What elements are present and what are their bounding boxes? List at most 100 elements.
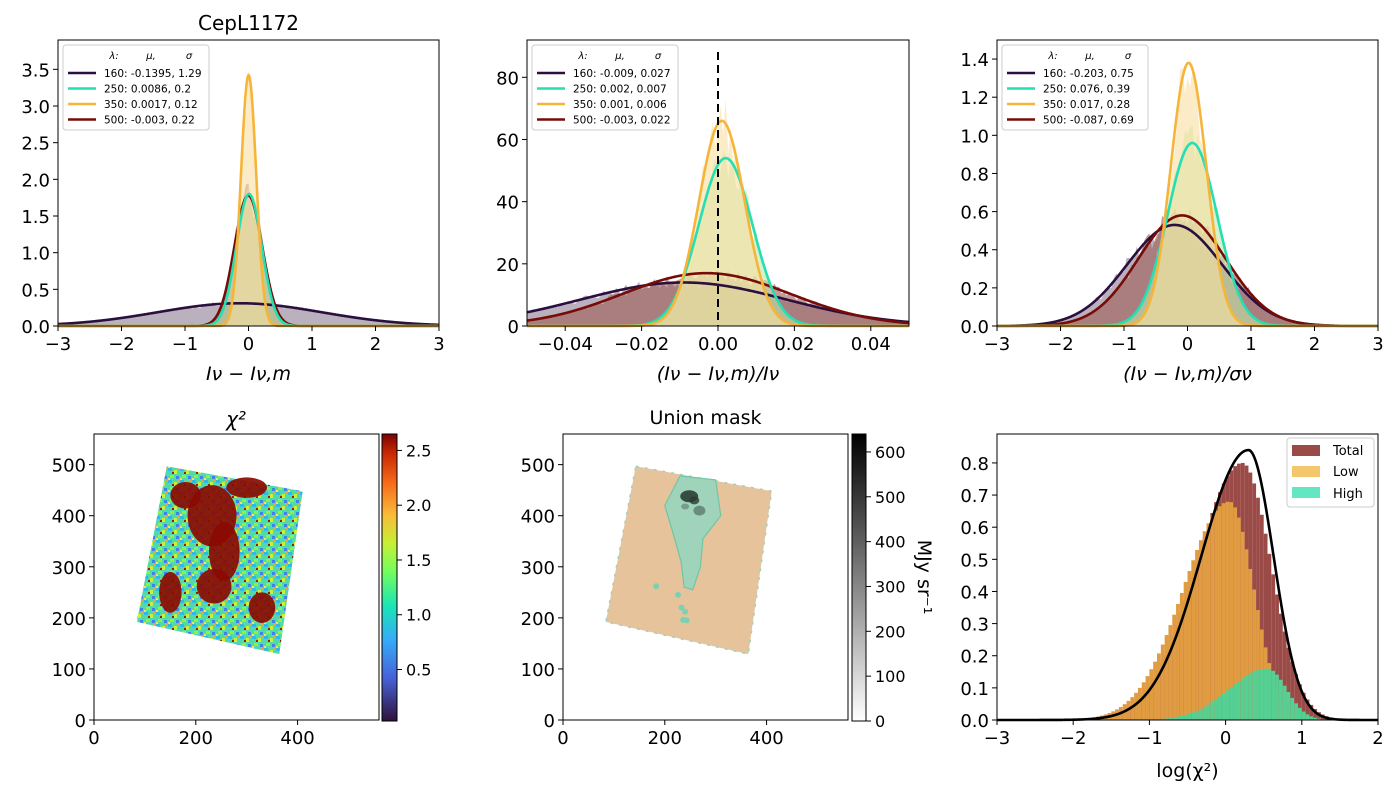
plot-frame [996, 433, 1379, 721]
bar-high [1313, 717, 1318, 720]
bar-high [1317, 718, 1321, 720]
bar-low [1149, 669, 1154, 720]
bar-low [1221, 503, 1226, 720]
bar-low [1137, 687, 1142, 720]
y-tick-label: 0 [544, 711, 555, 732]
y-tick-label: 1.2 [960, 88, 989, 109]
legend-header-sigma: σ [186, 51, 193, 62]
chart-panel-2: −0.04 −0.02 0.00 0.02 0.04 0 20 40 60 80 (Iν − I… [496, 39, 910, 385]
bar-high [1275, 674, 1279, 720]
chi2-high-blob [170, 482, 201, 509]
colorbar-tick-label: 200 [875, 622, 906, 641]
mask-bright-core [689, 496, 700, 505]
x-tick-label: 400 [280, 728, 314, 749]
y-tick-label: 400 [52, 507, 86, 528]
mask-small-blob [683, 617, 690, 624]
bar-total [1286, 647, 1291, 720]
x-tick-label: 1 [1245, 334, 1256, 355]
colorbar-tick-label: 1.5 [406, 551, 431, 570]
bar-high [1294, 703, 1298, 720]
x-ticks: −3 −2 −1 0 1 2 3 [984, 326, 1384, 355]
x-tick-label: −2 [1047, 334, 1074, 355]
chart-panel-1: CepL1172 −3 −2 −1 0 1 2 3 0.0 0.5 1.0 1.5 2.0 2.5 3.… [21, 11, 444, 385]
y-tick-label: 2.5 [21, 134, 50, 155]
bar-high [1309, 716, 1314, 720]
y-tick-label: 0.8 [960, 454, 989, 475]
bar-low [1256, 610, 1260, 720]
colorbar-tick-label: 600 [875, 443, 906, 462]
x-tick-label: −3 [45, 334, 72, 355]
bar-high [1206, 704, 1211, 720]
legend-entry-label: 350: 0.001, 0.006 [573, 99, 667, 111]
colorbar [381, 433, 398, 722]
bar-high [1240, 678, 1245, 720]
y-ticks: 0 20 40 60 80 [496, 68, 527, 338]
bar-total [1309, 704, 1314, 720]
bar-total [1263, 533, 1268, 720]
x-tick-label: −3 [984, 334, 1011, 355]
colorbar [851, 433, 867, 722]
x-ticks: 0 200 400 [88, 720, 315, 749]
x-tick-label: −2 [1060, 728, 1087, 749]
bar-high [1256, 670, 1260, 720]
legend-entry-label: 350: 0.017, 0.28 [1043, 99, 1130, 111]
colorbar-tick-label: 500 [875, 488, 906, 507]
bar-total [1267, 553, 1272, 720]
legend-header-mu: μ, [145, 51, 156, 62]
x-ticks: −3 −2 −1 0 1 2 [984, 720, 1384, 749]
bar-high [1282, 685, 1287, 720]
bar-low [1198, 540, 1203, 720]
x-tick-label: −1 [1111, 334, 1138, 355]
heatmap-layer [136, 466, 303, 655]
x-tick-label: 200 [648, 728, 682, 749]
legend-entry-label: 250: 0.0086, 0.2 [104, 84, 191, 96]
y-tick-label: 500 [52, 456, 86, 477]
legend-entry-label: 250: 0.002, 0.007 [573, 84, 667, 96]
legend-header-sigma: σ [1125, 51, 1132, 62]
bar-low [1206, 523, 1211, 720]
legend-header-mu: μ, [614, 51, 625, 62]
y-tick-label: 0 [508, 317, 519, 338]
bar-low [1191, 560, 1196, 720]
x-tick-label: 0.00 [698, 334, 738, 355]
x-tick-label: 2 [1309, 334, 1320, 355]
chart-title: χ² [225, 407, 246, 431]
bar-total [1297, 684, 1302, 720]
bar-total [1301, 692, 1306, 720]
x-tick-label: 1 [1296, 728, 1307, 749]
legend-entry-label: 160: -0.203, 0.75 [1043, 68, 1134, 80]
bar-total [1278, 613, 1283, 720]
y-tick-label: 1.4 [960, 50, 989, 71]
legend-box [62, 44, 210, 131]
chi2-high-blob [248, 592, 276, 623]
x-tick-label: 0.04 [851, 334, 891, 355]
chart-title: Union mask [650, 407, 762, 429]
legend-header-lambda: λ: [577, 51, 587, 62]
y-ticks: 0.0 0.1 0.2 0.3 0.4 0.5 0.6 0.7 0.8 [960, 454, 997, 732]
bar-high [1286, 691, 1291, 720]
chart-panel-5: Union mask 0 200 400 0 100 200 300 400 500 0 100… [521, 407, 935, 749]
bar-high [1160, 718, 1165, 720]
x-ticks: 0 200 400 [557, 720, 784, 749]
bar-low [1225, 501, 1230, 720]
y-tick-label: 100 [52, 660, 86, 681]
x-axis-label: (Iν − Iν,m)/σν [1123, 363, 1252, 385]
legend-entry-label: 250: 0.076, 0.39 [1043, 84, 1130, 96]
y-tick-label: 80 [496, 68, 519, 89]
legend-header-lambda: λ: [1047, 51, 1057, 62]
legend-entry-label: 500: -0.003, 0.022 [573, 115, 671, 127]
bar-high [1183, 714, 1188, 720]
bar-low [1217, 506, 1222, 720]
y-tick-label: 1.0 [960, 126, 989, 147]
bar-high [1267, 668, 1272, 720]
colorbar-tick-label: 2.0 [406, 496, 431, 515]
legend-header-sigma: σ [655, 51, 662, 62]
bar-total [1294, 674, 1298, 720]
bar-total [1290, 661, 1295, 720]
bar-total [1282, 631, 1287, 720]
y-tick-label: 60 [496, 130, 519, 151]
bar-high [1168, 718, 1173, 720]
chart-panel-4: χ² 0 200 400 0 100 200 300 400 500 0.5 1.0 1.5 2.0… [52, 407, 432, 749]
x-tick-label: −1 [172, 334, 199, 355]
bar-total [1256, 497, 1260, 720]
